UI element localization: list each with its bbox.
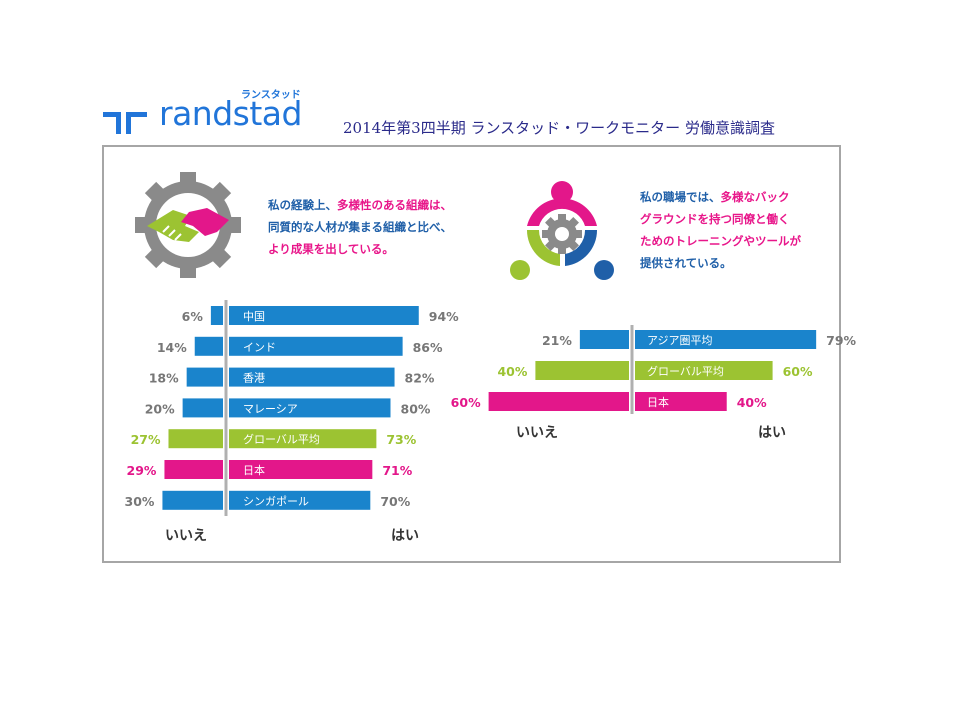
bar-yes-1-1 xyxy=(635,361,773,380)
bar-yes-0-5 xyxy=(229,460,373,479)
bar-yes-0-2 xyxy=(229,367,395,387)
left-question-line-2: 同質的な人材が集まる組織と比べ、 xyxy=(268,220,452,234)
infographic-frame xyxy=(102,145,841,563)
right-question-line-3: ためのトレーニングやツールが xyxy=(640,234,801,248)
bar-no-0-5 xyxy=(164,460,223,479)
page-title: 2014年第3四半期 ランスタッド・ワークモニター 労働意識調査 xyxy=(343,119,775,137)
category-label-0-5: 日本 xyxy=(243,463,265,477)
value-yes-0-0: 94% xyxy=(429,309,459,324)
right-question: 私の職場では、多様なバック グラウンドを持つ同僚と働く ためのトレーニングやツー… xyxy=(640,186,801,274)
bar-yes-1-2 xyxy=(635,392,727,411)
value-yes-0-2: 82% xyxy=(405,371,435,386)
value-yes-0-6: 70% xyxy=(380,494,410,509)
axis-label-no-1: いいえ xyxy=(516,425,558,441)
value-yes-0-3: 80% xyxy=(401,401,431,416)
handshake-gear-icon xyxy=(135,172,241,278)
brand-name: randstad xyxy=(159,94,302,133)
category-label-0-1: インド xyxy=(243,341,276,354)
bar-no-0-6 xyxy=(162,490,223,510)
value-yes-0-5: 71% xyxy=(382,463,412,478)
category-label-0-6: シンガポール xyxy=(243,495,309,508)
value-no-1-0: 21% xyxy=(542,333,572,348)
axis-label-no-0: いいえ xyxy=(165,528,207,544)
bar-yes-1-0 xyxy=(635,330,817,349)
bar-yes-0-0 xyxy=(229,306,419,325)
category-label-1-0: アジア圏平均 xyxy=(647,334,713,347)
value-yes-0-4: 73% xyxy=(386,432,416,447)
right-question-line-1: 私の職場では、多様なバック xyxy=(640,190,790,204)
right-question-line-2: グラウンドを持つ同僚と働く xyxy=(640,212,790,226)
bar-no-0-1 xyxy=(194,336,223,356)
value-no-0-5: 29% xyxy=(127,463,157,478)
left-question-line-3: より成果を出している。 xyxy=(268,242,394,256)
value-no-0-6: 30% xyxy=(125,494,155,509)
category-label-0-3: マレーシア xyxy=(243,402,298,415)
category-label-0-0: 中国 xyxy=(243,310,265,323)
category-label-0-2: 香港 xyxy=(243,372,265,385)
bar-yes-0-1 xyxy=(229,336,403,356)
axis-label-yes-1: はい xyxy=(758,425,786,441)
value-no-0-1: 14% xyxy=(157,340,187,355)
axis-label-yes-0: はい xyxy=(391,528,419,544)
category-label-1-2: 日本 xyxy=(647,395,669,409)
bar-no-0-3 xyxy=(182,398,223,418)
randstad-mark-icon xyxy=(103,112,147,134)
value-yes-0-1: 86% xyxy=(413,340,443,355)
value-no-1-2: 60% xyxy=(451,395,481,410)
randstad-logo: randstad ランスタッド xyxy=(103,90,303,136)
bar-yes-0-3 xyxy=(229,398,391,418)
value-no-0-0: 6% xyxy=(182,309,204,324)
value-yes-1-1: 60% xyxy=(783,364,813,379)
team-gear-icon xyxy=(510,181,614,280)
category-label-1-1: グローバル平均 xyxy=(647,364,724,378)
bar-yes-0-6 xyxy=(229,490,371,510)
value-no-0-4: 27% xyxy=(131,432,161,447)
left-question-line-1: 私の経験上、多様性のある組織は、 xyxy=(268,198,452,212)
right-question-line-4: 提供されている。 xyxy=(640,256,732,270)
bar-no-0-4 xyxy=(168,429,223,449)
value-yes-1-0: 79% xyxy=(826,333,856,348)
value-no-0-2: 18% xyxy=(149,371,179,386)
brand-kana: ランスタッド xyxy=(241,90,301,101)
bar-yes-0-4 xyxy=(229,429,377,449)
bar-no-1-1 xyxy=(535,361,629,380)
bar-no-1-0 xyxy=(579,330,629,349)
value-yes-1-2: 40% xyxy=(737,395,767,410)
category-label-0-4: グローバル平均 xyxy=(243,432,320,446)
left-question: 私の経験上、多様性のある組織は、 同質的な人材が集まる組織と比べ、 より成果を出… xyxy=(268,194,452,260)
value-no-0-3: 20% xyxy=(145,401,175,416)
bar-no-0-0 xyxy=(210,306,223,325)
bar-no-1-2 xyxy=(488,392,629,411)
value-no-1-1: 40% xyxy=(497,364,527,379)
bar-no-0-2 xyxy=(186,367,223,387)
